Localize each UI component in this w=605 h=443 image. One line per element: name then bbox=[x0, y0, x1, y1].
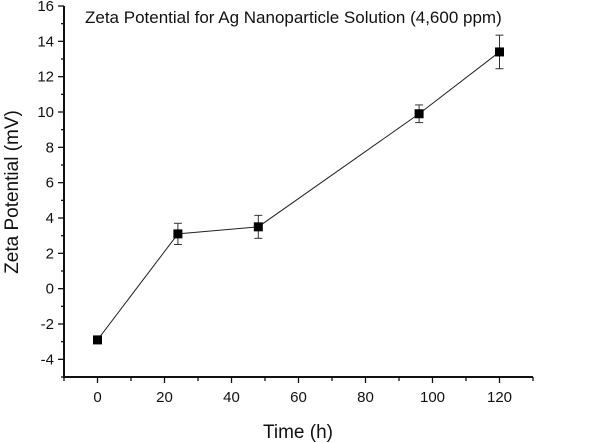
data-point bbox=[173, 229, 183, 239]
x-axis-title: Time (h) bbox=[263, 422, 333, 443]
data-point bbox=[253, 222, 263, 232]
plot-area bbox=[93, 34, 504, 345]
y-tick-label: 6 bbox=[46, 175, 54, 192]
y-tick-label: 16 bbox=[37, 0, 54, 15]
x-tick-label: 40 bbox=[223, 389, 240, 406]
y-tick-label: 4 bbox=[46, 210, 54, 227]
y-tick-label: 0 bbox=[46, 281, 54, 298]
y-tick-label: 8 bbox=[46, 139, 54, 156]
y-axis-title: Zeta Potential (mV) bbox=[2, 110, 23, 274]
y-tick-label: 14 bbox=[37, 33, 54, 50]
x-tick-label: 0 bbox=[93, 389, 101, 406]
y-tick-label: 10 bbox=[37, 104, 54, 121]
y-tick-label: 2 bbox=[46, 245, 54, 262]
x-tick-label: 80 bbox=[357, 389, 374, 406]
data-point bbox=[495, 47, 504, 57]
x-tick-label: 60 bbox=[290, 389, 307, 406]
x-tick-label: 20 bbox=[156, 389, 173, 406]
x-tick-label: 100 bbox=[420, 389, 445, 406]
y-tick-label: -4 bbox=[41, 351, 54, 368]
chart-title: Zeta Potential for Ag Nanoparticle Solut… bbox=[85, 8, 502, 27]
series-line bbox=[97, 51, 500, 341]
data-point bbox=[414, 109, 424, 119]
y-tick-label: -2 bbox=[41, 316, 54, 333]
data-point bbox=[93, 335, 102, 345]
axes: -4 -2 0 2 4 6 8 10 12 14 16 0 20 40 60 80 100 120 bbox=[37, 0, 534, 406]
y-tick-label: 12 bbox=[37, 69, 54, 86]
x-tick-label: 120 bbox=[487, 389, 512, 406]
